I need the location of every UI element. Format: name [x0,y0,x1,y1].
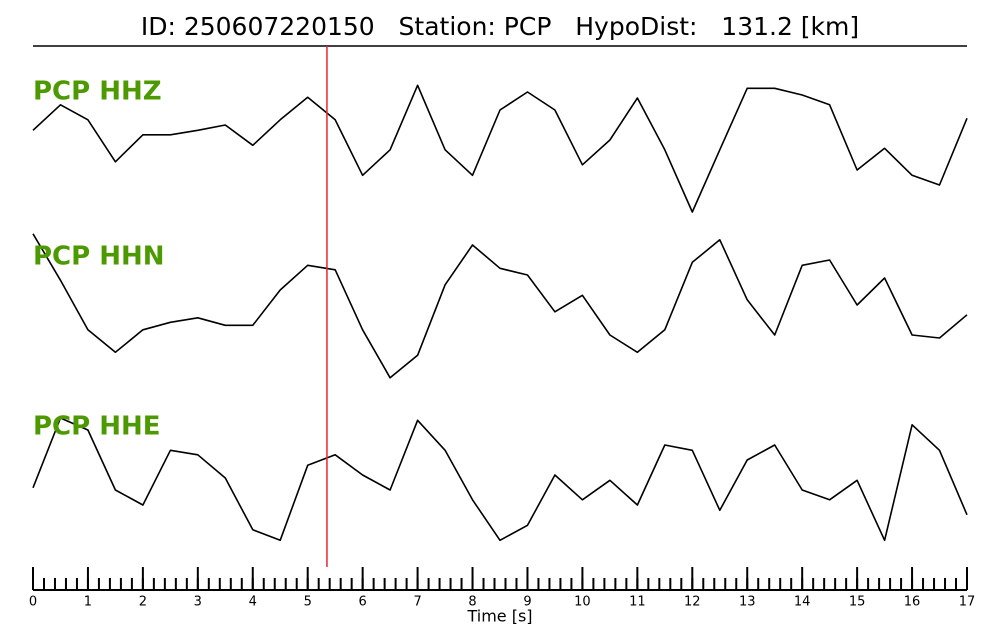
chart-title: ID: 250607220150 Station: PCP HypoDist: … [141,12,859,41]
x-tick-label: 11 [629,595,646,610]
x-tick-label: 13 [739,595,756,610]
x-tick-label: 4 [249,595,257,610]
x-tick-label: 2 [139,595,147,610]
x-tick-label: 6 [359,595,367,610]
x-tick-label: 16 [904,595,921,610]
x-tick-label: 12 [684,595,701,610]
trace [32,417,968,542]
x-tick-label: 5 [304,595,312,610]
x-axis-title: Time [s] [466,607,532,626]
x-tick-label: 9 [523,595,531,610]
trace-label: PCP HHN [33,242,165,272]
x-tick-label: 10 [574,595,591,610]
x-tick-label: 8 [468,595,476,610]
x-tick-label: 7 [413,595,421,610]
trace [32,84,968,213]
x-tick-label: 1 [84,595,92,610]
trace [32,233,968,379]
trace-label: PCP HHE [33,412,161,442]
x-tick-label: 17 [959,595,976,610]
x-tick-label: 0 [29,595,37,610]
x-tick-label: 15 [849,595,866,610]
trace-label: PCP HHZ [33,77,162,107]
x-tick-label: 14 [794,595,811,610]
x-tick-label: 3 [194,595,202,610]
